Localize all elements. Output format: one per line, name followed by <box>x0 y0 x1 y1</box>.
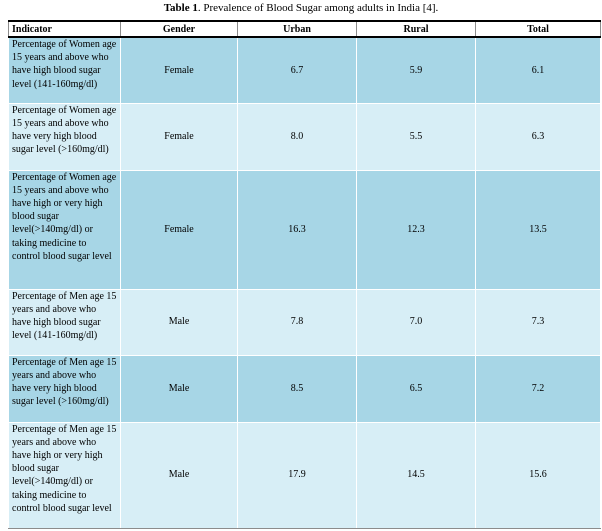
urban-cell: 16.3 <box>237 169 357 290</box>
gender-cell: Male <box>120 354 238 423</box>
urban-cell: 8.0 <box>237 102 357 171</box>
indicator-cell: Percentage of Women age 15 years and abo… <box>8 36 121 104</box>
rural-cell: 5.5 <box>356 102 476 171</box>
table-row: Percentage of Men age 15 years and above… <box>8 421 601 529</box>
gender-cell: Female <box>120 36 238 104</box>
table-caption-text: . Prevalence of Blood Sugar among adults… <box>197 2 439 14</box>
indicator-cell: Percentage of Women age 15 years and abo… <box>8 102 121 171</box>
rural-cell: 14.5 <box>356 421 476 529</box>
indicator-cell: Percentage of Men age 15 years and above… <box>8 421 121 529</box>
urban-cell: 7.8 <box>237 288 357 356</box>
table-row: Percentage of Women age 15 years and abo… <box>8 36 601 104</box>
header-total: Total <box>475 20 601 38</box>
header-gender: Gender <box>120 20 238 38</box>
urban-cell: 8.5 <box>237 354 357 423</box>
indicator-cell: Percentage of Men age 15 years and above… <box>8 288 121 356</box>
header-rural: Rural <box>356 20 476 38</box>
total-cell: 6.1 <box>475 36 601 104</box>
gender-cell: Male <box>120 288 238 356</box>
header-urban: Urban <box>237 20 357 38</box>
table-row: Percentage of Men age 15 years and above… <box>8 288 601 356</box>
gender-cell: Male <box>120 421 238 529</box>
gender-cell: Female <box>120 102 238 171</box>
total-cell: 13.5 <box>475 169 601 290</box>
gender-cell: Female <box>120 169 238 290</box>
blood-sugar-table: Indicator Gender Urban Rural Total Perce… <box>8 20 601 529</box>
urban-cell: 17.9 <box>237 421 357 529</box>
rural-cell: 6.5 <box>356 354 476 423</box>
rural-cell: 12.3 <box>356 169 476 290</box>
indicator-cell: Percentage of Men age 15 years and above… <box>8 354 121 423</box>
table-caption: Table 1. Prevalence of Blood Sugar among… <box>0 2 602 15</box>
total-cell: 7.2 <box>475 354 601 423</box>
rural-cell: 5.9 <box>356 36 476 104</box>
indicator-cell: Percentage of Women age 15 years and abo… <box>8 169 121 290</box>
table-row: Percentage of Women age 15 years and abo… <box>8 169 601 290</box>
urban-cell: 6.7 <box>237 36 357 104</box>
table-caption-label: Table 1 <box>163 2 198 14</box>
table-row: Percentage of Men age 15 years and above… <box>8 354 601 423</box>
rural-cell: 7.0 <box>356 288 476 356</box>
total-cell: 7.3 <box>475 288 601 356</box>
total-cell: 15.6 <box>475 421 601 529</box>
header-indicator: Indicator <box>8 20 121 38</box>
table-row: Percentage of Women age 15 years and abo… <box>8 102 601 171</box>
header-row: Indicator Gender Urban Rural Total <box>8 20 601 38</box>
total-cell: 6.3 <box>475 102 601 171</box>
